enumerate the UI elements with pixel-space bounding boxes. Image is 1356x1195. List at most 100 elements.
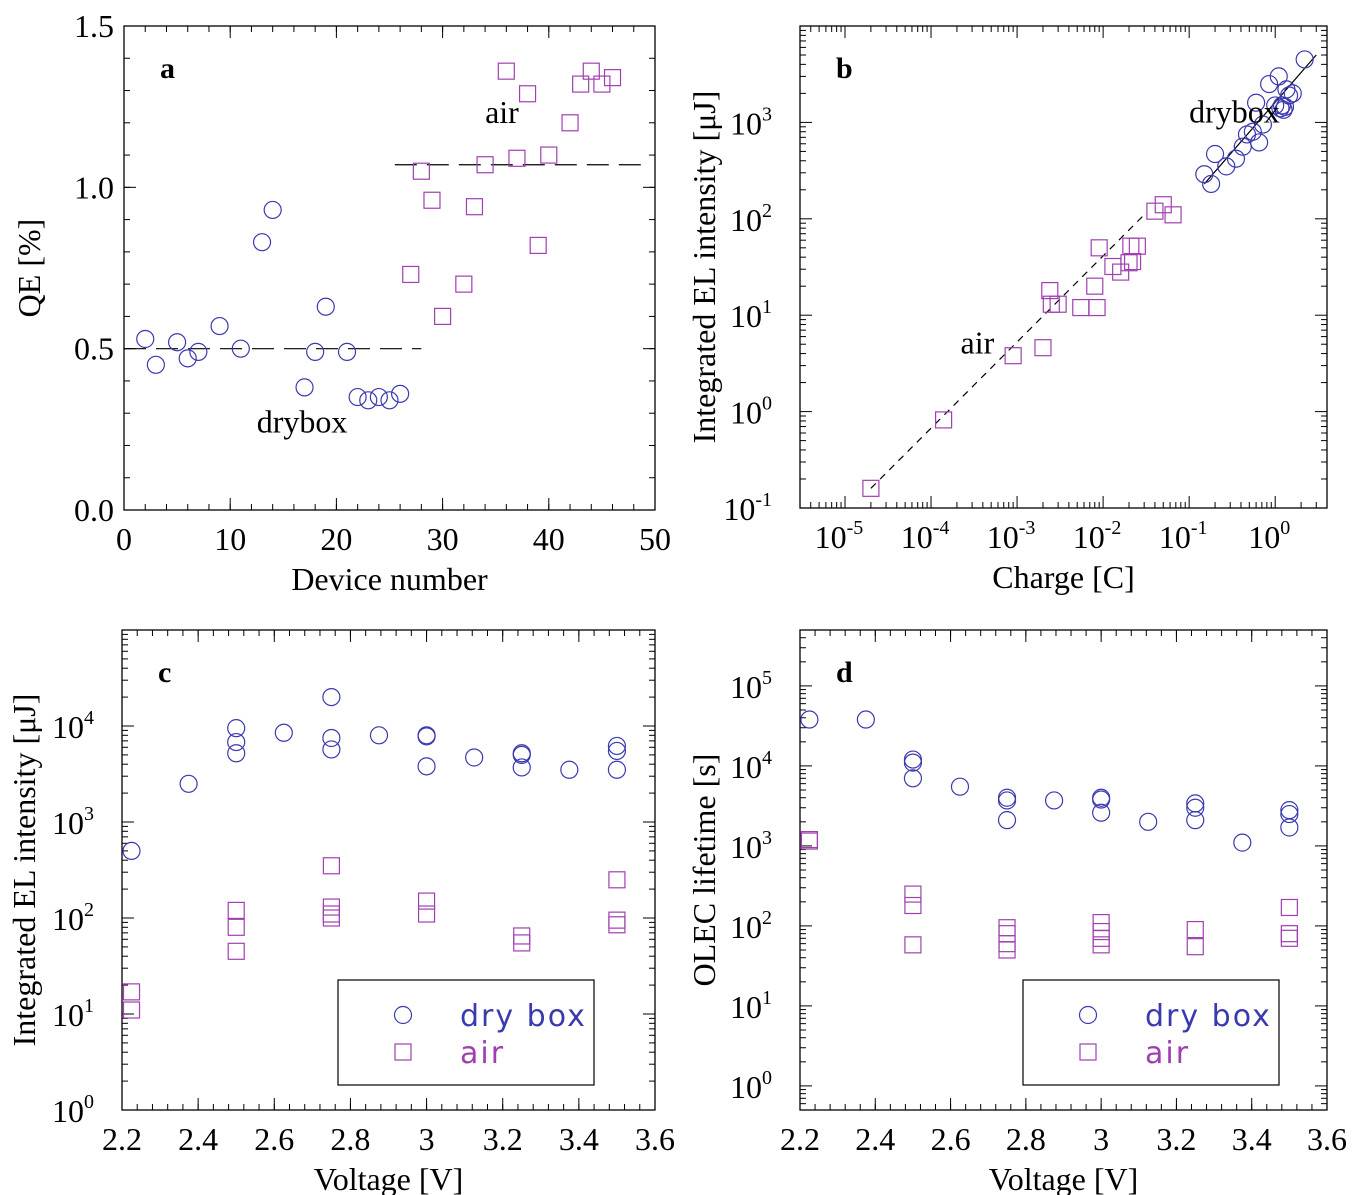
y-axis-label: OLEC lifetime [s] [686, 754, 722, 987]
air-point [417, 905, 436, 923]
tick-base: 10 [1073, 519, 1105, 555]
drybox-point [369, 726, 389, 745]
drybox-point [322, 728, 341, 748]
tick-label: 10-1 [723, 489, 772, 527]
drybox-point [295, 378, 314, 397]
x-tick-label: 40 [533, 521, 565, 557]
drybox-point [607, 760, 627, 779]
tick-base: 10 [901, 519, 933, 555]
air-point [998, 941, 1016, 959]
drybox-point [1250, 133, 1269, 152]
drybox-point [1283, 84, 1302, 103]
tick-label: 10-2 [1073, 517, 1122, 555]
panel-letter: b [836, 52, 853, 85]
drybox-point [512, 758, 531, 777]
drybox-point [950, 777, 970, 796]
drybox-point [903, 753, 923, 772]
drybox-point [1044, 791, 1064, 810]
series-drybox [122, 688, 627, 860]
air-point [1280, 925, 1298, 943]
drybox-point [380, 391, 399, 410]
annotation-drybox: drybox [1189, 93, 1280, 129]
air-point [1280, 929, 1298, 947]
drybox-point [1186, 794, 1205, 813]
legend-marker-drybox [1078, 1005, 1098, 1025]
air-point [122, 1001, 141, 1019]
tick-exponent: 1 [84, 995, 94, 1017]
tick-base: 10 [730, 298, 762, 334]
air-point [1034, 339, 1052, 357]
y-axis-label: Integrated EL intensity [μJ] [686, 91, 722, 444]
x-tick-label: 3.2 [483, 1121, 523, 1157]
tick-base: 10 [730, 395, 762, 431]
drybox-point [1092, 803, 1111, 822]
air-point [862, 479, 880, 497]
tick-exponent: 0 [762, 393, 772, 415]
drybox-point [997, 791, 1017, 810]
panel-d-lifetime-vs-voltage: 2.2 2.4 2.6 2.8 3 3.2 3.4 3.6100101102103104105… [686, 629, 1347, 1195]
x-tick-label: 2.6 [254, 1121, 294, 1157]
tick-base: 10 [730, 829, 762, 865]
air-point [412, 162, 430, 180]
air-point [904, 885, 922, 903]
tick-base: 10 [52, 901, 84, 937]
air-point [608, 916, 626, 934]
tick-exponent: -1 [1191, 517, 1208, 539]
tick-exponent: -3 [1019, 517, 1036, 539]
air-point [322, 905, 340, 923]
drybox-point [316, 297, 335, 316]
air-point [1086, 277, 1104, 295]
drybox-point [359, 391, 378, 410]
y-tick-label: 0.0 [74, 492, 114, 528]
tick-exponent: 2 [762, 907, 772, 929]
drybox-point [1139, 812, 1158, 831]
air-point [540, 146, 558, 164]
drybox-point [1280, 801, 1299, 820]
air-point [1154, 196, 1172, 214]
tick-base: 10 [815, 519, 847, 555]
air-point [513, 927, 531, 945]
tick-exponent: 5 [762, 667, 772, 689]
tick-label: 100 [52, 1091, 94, 1129]
air-point [1123, 252, 1142, 271]
x-axis-label: Device number [291, 561, 488, 597]
x-tick-label: 3.4 [1232, 1121, 1272, 1157]
drybox-point [348, 387, 367, 407]
drybox-point [178, 349, 197, 368]
tick-base: 10 [730, 1069, 762, 1105]
x-tick-label: 3 [419, 1121, 435, 1157]
drybox-point [1186, 798, 1205, 817]
tick-exponent: -5 [847, 517, 864, 539]
drybox-point [417, 726, 436, 745]
panel-letter: a [160, 52, 175, 85]
tick-base: 10 [1159, 519, 1191, 555]
x-tick-label: 30 [427, 521, 459, 557]
air-point [1128, 237, 1146, 255]
legend-marker-air [394, 1043, 412, 1061]
air-point [935, 411, 953, 429]
tick-base: 10 [730, 202, 762, 238]
series-air [122, 857, 626, 1019]
panel-b-el-vs-charge: 10-5 10-4 10-3 10-2 10-1 10010-1100101102103C… [686, 25, 1328, 595]
tick-exponent: 0 [762, 1067, 772, 1089]
drybox-point [252, 233, 272, 252]
legend-label-drybox: dry box [460, 999, 587, 1034]
x-tick-label: 2.4 [178, 1121, 218, 1157]
tick-label: 105 [730, 667, 772, 705]
air-point [529, 236, 547, 255]
tick-base: 10 [730, 909, 762, 945]
drybox-point [1243, 122, 1262, 141]
air-point [998, 925, 1016, 943]
air-point [518, 85, 537, 103]
tick-base: 10 [1248, 519, 1280, 555]
air-point [476, 156, 494, 174]
tick-exponent: 1 [762, 987, 772, 1009]
air-point [593, 75, 611, 93]
panel-letter: c [158, 656, 171, 689]
drybox-point [560, 760, 579, 779]
drybox-point [136, 329, 155, 349]
air-point [322, 909, 340, 927]
tick-base: 10 [52, 709, 84, 745]
